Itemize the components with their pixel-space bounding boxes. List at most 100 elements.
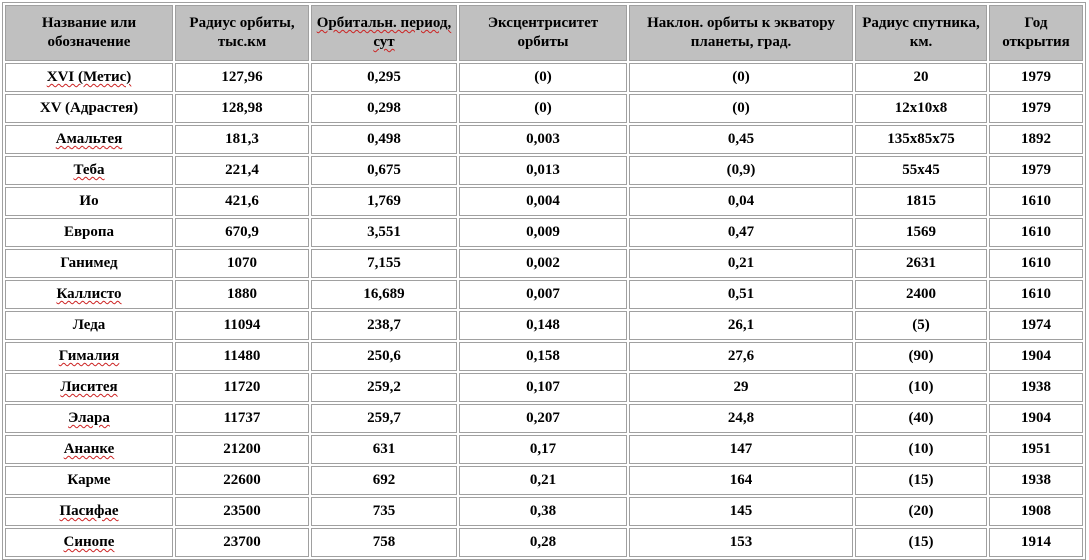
cell-orbital-period: 0,298	[311, 94, 457, 123]
cell-eccentricity: 0,107	[459, 373, 627, 402]
cell-orbit-radius: 670,9	[175, 218, 309, 247]
cell-orbital-period: 0,498	[311, 125, 457, 154]
satellite-name: XVI (Метис)	[46, 69, 132, 85]
cell-satellite-radius: (15)	[855, 466, 987, 495]
cell-discovery-year: 1974	[989, 311, 1083, 340]
cell-name: XVI (Метис)	[5, 63, 173, 92]
table-row: Каллисто 1880 16,689 0,007 0,51 2400 1610	[5, 280, 1083, 309]
table-row: Пасифае 23500 735 0,38 145 (20) 1908	[5, 497, 1083, 526]
cell-orbit-radius: 181,3	[175, 125, 309, 154]
header-discovery-year: Год открытия	[989, 5, 1083, 61]
cell-eccentricity: 0,28	[459, 528, 627, 557]
cell-eccentricity: 0,004	[459, 187, 627, 216]
cell-name: Синопе	[5, 528, 173, 557]
table-row: XV (Адрастея) 128,98 0,298 (0) (0) 12x10x8 197…	[5, 94, 1083, 123]
cell-orbital-period: 692	[311, 466, 457, 495]
cell-orbital-period: 259,2	[311, 373, 457, 402]
cell-inclination: 0,04	[629, 187, 853, 216]
cell-eccentricity: 0,007	[459, 280, 627, 309]
header-orbit-radius: Радиус орбиты, тыс.км	[175, 5, 309, 61]
cell-orbital-period: 1,769	[311, 187, 457, 216]
satellite-name: Гималия	[58, 348, 120, 364]
cell-eccentricity: 0,002	[459, 249, 627, 278]
cell-orbit-radius: 1070	[175, 249, 309, 278]
table-row: Амальтея 181,3 0,498 0,003 0,45 135x85x75 1892	[5, 125, 1083, 154]
cell-orbital-period: 250,6	[311, 342, 457, 371]
cell-orbit-radius: 23500	[175, 497, 309, 526]
cell-satellite-radius: 1815	[855, 187, 987, 216]
cell-discovery-year: 1979	[989, 156, 1083, 185]
header-satellite-radius: Радиус спутника, км.	[855, 5, 987, 61]
cell-discovery-year: 1904	[989, 404, 1083, 433]
cell-inclination: (0)	[629, 63, 853, 92]
cell-orbital-period: 259,7	[311, 404, 457, 433]
cell-orbit-radius: 11737	[175, 404, 309, 433]
cell-name: Амальтея	[5, 125, 173, 154]
cell-name: Карме	[5, 466, 173, 495]
cell-name: Леда	[5, 311, 173, 340]
table-header: Название или обозначение Радиус орбиты, …	[5, 5, 1083, 61]
cell-inclination: 0,21	[629, 249, 853, 278]
cell-discovery-year: 1914	[989, 528, 1083, 557]
satellite-name: Синопе	[63, 534, 115, 550]
table-row: Ананке 21200 631 0,17 147 (10) 1951	[5, 435, 1083, 464]
cell-discovery-year: 1610	[989, 249, 1083, 278]
cell-satellite-radius: (40)	[855, 404, 987, 433]
cell-discovery-year: 1892	[989, 125, 1083, 154]
cell-inclination: 0,45	[629, 125, 853, 154]
cell-eccentricity: 0,158	[459, 342, 627, 371]
cell-orbital-period: 0,675	[311, 156, 457, 185]
table-row: Ганимед 1070 7,155 0,002 0,21 2631 1610	[5, 249, 1083, 278]
cell-satellite-radius: 12x10x8	[855, 94, 987, 123]
cell-eccentricity: 0,17	[459, 435, 627, 464]
table-row: Гималия 11480 250,6 0,158 27,6 (90) 1904	[5, 342, 1083, 371]
table-row: Европа 670,9 3,551 0,009 0,47 1569 1610	[5, 218, 1083, 247]
header-inclination: Наклон. орбиты к экватору планеты, град.	[629, 5, 853, 61]
header-eccentricity: Эксцентриситет орбиты	[459, 5, 627, 61]
table-body: XVI (Метис) 127,96 0,295 (0) (0) 20 1979 XV (Ад…	[5, 63, 1083, 557]
cell-name: Пасифае	[5, 497, 173, 526]
cell-inclination: 24,8	[629, 404, 853, 433]
cell-eccentricity: 0,207	[459, 404, 627, 433]
cell-discovery-year: 1904	[989, 342, 1083, 371]
cell-discovery-year: 1938	[989, 373, 1083, 402]
cell-satellite-radius: (15)	[855, 528, 987, 557]
cell-discovery-year: 1979	[989, 94, 1083, 123]
cell-discovery-year: 1610	[989, 218, 1083, 247]
cell-inclination: 145	[629, 497, 853, 526]
cell-satellite-radius: (5)	[855, 311, 987, 340]
table-row: Карме 22600 692 0,21 164 (15) 1938	[5, 466, 1083, 495]
cell-inclination: (0,9)	[629, 156, 853, 185]
cell-orbit-radius: 11094	[175, 311, 309, 340]
cell-name: Теба	[5, 156, 173, 185]
table-row: Ио 421,6 1,769 0,004 0,04 1815 1610	[5, 187, 1083, 216]
cell-orbital-period: 631	[311, 435, 457, 464]
satellite-name: Теба	[73, 162, 105, 178]
cell-orbit-radius: 23700	[175, 528, 309, 557]
cell-eccentricity: (0)	[459, 63, 627, 92]
cell-orbit-radius: 128,98	[175, 94, 309, 123]
cell-eccentricity: 0,21	[459, 466, 627, 495]
cell-orbital-period: 16,689	[311, 280, 457, 309]
cell-discovery-year: 1908	[989, 497, 1083, 526]
header-orbital-period-text: Орбитальн. период, сут	[316, 15, 452, 50]
table-row: Синопе 23700 758 0,28 153 (15) 1914	[5, 528, 1083, 557]
cell-discovery-year: 1610	[989, 187, 1083, 216]
cell-name: Каллисто	[5, 280, 173, 309]
cell-name: Ганимед	[5, 249, 173, 278]
cell-orbital-period: 735	[311, 497, 457, 526]
table-row: Лиситея 11720 259,2 0,107 29 (10) 1938	[5, 373, 1083, 402]
cell-satellite-radius: 2631	[855, 249, 987, 278]
cell-name: XV (Адрастея)	[5, 94, 173, 123]
cell-orbit-radius: 221,4	[175, 156, 309, 185]
cell-inclination: 147	[629, 435, 853, 464]
cell-orbit-radius: 11720	[175, 373, 309, 402]
cell-name: Ио	[5, 187, 173, 216]
table-row: Элара 11737 259,7 0,207 24,8 (40) 1904	[5, 404, 1083, 433]
cell-name: Гималия	[5, 342, 173, 371]
cell-discovery-year: 1951	[989, 435, 1083, 464]
satellite-name: Ананке	[63, 441, 115, 457]
table-row: Леда 11094 238,7 0,148 26,1 (5) 1974	[5, 311, 1083, 340]
cell-name: Ананке	[5, 435, 173, 464]
